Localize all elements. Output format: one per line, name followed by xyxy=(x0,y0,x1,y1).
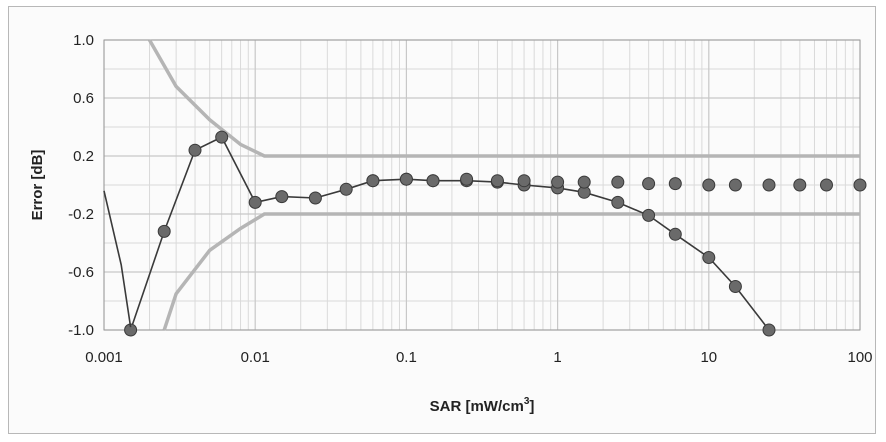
data-point xyxy=(702,251,716,264)
series-line-1 xyxy=(129,136,770,331)
data-point xyxy=(702,178,716,192)
x-tick-label: 10 xyxy=(700,349,717,366)
chart-frame xyxy=(8,6,876,434)
data-point xyxy=(611,195,625,209)
data-point xyxy=(490,174,504,188)
x-tick-label: 100 xyxy=(847,349,872,366)
data-point xyxy=(820,178,833,192)
x-tick-label: 0.01 xyxy=(241,349,270,366)
minor-gridlines xyxy=(104,40,860,330)
data-point xyxy=(642,177,656,191)
y-tick-label: 1.0 xyxy=(73,32,94,49)
y-tick-label: -0.2 xyxy=(68,206,94,223)
data-point xyxy=(308,191,322,205)
data-point xyxy=(728,280,742,293)
data-point xyxy=(577,175,591,189)
lower-limit-line xyxy=(162,212,860,331)
data-point xyxy=(853,178,867,192)
y-tick-label: -0.6 xyxy=(68,264,94,281)
data-point xyxy=(728,178,742,192)
data-point xyxy=(366,174,380,188)
data-point xyxy=(215,130,229,144)
data-point xyxy=(399,172,413,186)
data-point xyxy=(762,323,776,337)
data-point xyxy=(248,195,262,209)
data-point xyxy=(275,190,289,204)
data-point xyxy=(551,175,565,189)
data-point xyxy=(762,178,776,192)
data-point xyxy=(668,227,682,241)
data-point xyxy=(157,224,171,238)
y-axis-title: Error [dB] xyxy=(29,150,46,221)
data-point xyxy=(793,178,807,192)
data-point xyxy=(339,182,353,196)
data-point xyxy=(188,143,202,157)
y-tick-label: 0.6 xyxy=(73,90,94,107)
tick-labels: 0.001 0.01 0.1 1 10 100 1.0 0.6 0.2 -0.2 -0.6 -1.0 xyxy=(68,32,872,366)
x-tick-label: 0.1 xyxy=(396,349,417,366)
x-tick-label: 1 xyxy=(553,349,561,366)
x-axis-title: SAR [mW/cm3] xyxy=(430,396,535,415)
data-point xyxy=(426,174,440,188)
data-point xyxy=(517,174,531,188)
data-point xyxy=(460,172,474,186)
data-point xyxy=(668,177,682,191)
data-point xyxy=(611,175,625,189)
data-series xyxy=(103,130,867,337)
y-tick-label: 0.2 xyxy=(73,148,94,165)
y-tick-label: -1.0 xyxy=(68,322,94,339)
series-line-3 xyxy=(103,190,132,328)
data-point xyxy=(642,208,656,222)
x-tick-label: 0.001 xyxy=(85,349,123,366)
